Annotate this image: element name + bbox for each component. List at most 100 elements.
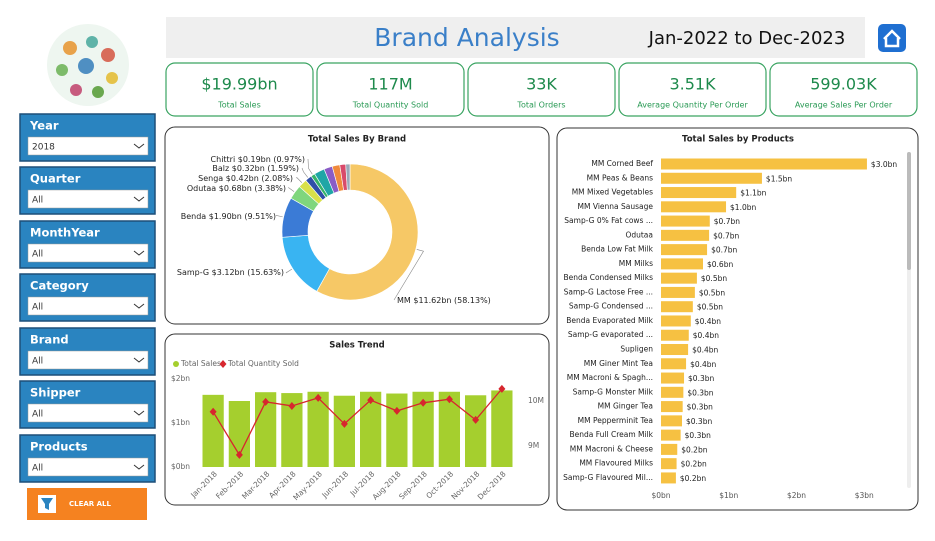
y-tick-label: $1bn — [171, 418, 190, 427]
bar — [661, 386, 684, 398]
value-label: $1.5bn — [766, 174, 792, 183]
home-icon[interactable] — [883, 29, 901, 48]
bar — [661, 272, 697, 284]
value-label: $0.5bn — [697, 303, 723, 312]
filter-dropdown[interactable] — [27, 243, 149, 263]
y-tick-label: Benda Full Cream Milk — [570, 430, 654, 439]
dropdown-chevron[interactable] — [133, 196, 145, 202]
dropdown-chevron[interactable] — [133, 250, 145, 256]
line-marker — [498, 384, 506, 393]
kpi-value: $19.99bn — [201, 75, 277, 94]
filter-dropdown[interactable] — [27, 403, 149, 423]
legend-marker — [219, 360, 227, 368]
bar — [307, 391, 329, 467]
y-tick-label: $2bn — [171, 374, 190, 383]
y-tick-label: MM Macroni & Cheese — [570, 444, 654, 453]
clear-button-label[interactable]: CLEAR ALL — [69, 500, 112, 508]
filter-dropdown[interactable] — [27, 296, 149, 316]
bar — [661, 429, 681, 441]
filter-dropdown[interactable] — [27, 457, 149, 477]
y-tick-label: Odutaa — [625, 230, 653, 239]
leader-line — [301, 167, 309, 178]
line-marker — [288, 401, 296, 410]
filter-dropdown[interactable] — [27, 136, 149, 156]
filter-value[interactable]: All — [32, 464, 43, 474]
kpi-card — [316, 62, 465, 117]
value-label: $0.2bn — [681, 445, 707, 454]
value-label: $0.3bn — [686, 417, 712, 426]
filter-value[interactable]: All — [32, 357, 43, 367]
y2-tick-label: 10M — [528, 396, 544, 405]
kpi-label: Total Sales — [217, 101, 261, 110]
bar — [661, 229, 710, 241]
legend-marker — [173, 361, 179, 367]
y-tick-label: MM Corned Beef — [591, 159, 653, 168]
slice-category: Chittri — [211, 155, 236, 164]
line-marker — [314, 393, 322, 402]
dropdown-chevron[interactable] — [133, 303, 145, 309]
logo-icon — [92, 86, 104, 98]
y-tick-label: Samp-G Flavoured Mil... — [563, 473, 653, 482]
filter-panel: Year 2018 Quarter All MonthYear All Category Al… — [19, 113, 156, 483]
value-label: $0.4bn — [692, 346, 718, 355]
y-tick-label: MM Macroni & Spagh... — [567, 373, 653, 382]
value-label: $0.7bn — [711, 246, 737, 255]
donut-panel — [164, 126, 550, 325]
value-label: $3.0bn — [871, 160, 897, 169]
clear-icon-funnel[interactable] — [41, 498, 53, 510]
filter-value[interactable]: All — [32, 250, 43, 260]
filter-title: Shipper — [30, 386, 81, 400]
line-marker — [235, 450, 243, 459]
bar — [661, 315, 691, 327]
scrollbar-thumb[interactable] — [907, 152, 911, 270]
kpi-value: 33K — [526, 75, 557, 94]
logo-icon — [56, 64, 68, 76]
clear-button[interactable]: CLEAR ALL — [27, 488, 147, 520]
dropdown-chevron[interactable] — [133, 464, 145, 470]
y-tick-label: MM Mixed Vegetables — [572, 188, 653, 197]
slice-category: Balz — [212, 164, 229, 173]
logo-icon — [78, 58, 94, 74]
bar — [661, 443, 678, 455]
y2-tick-label: 9M — [528, 441, 539, 450]
legend-label: Total Sales — [180, 359, 221, 368]
slice-value: $3.12bn (15.63%) — [212, 268, 284, 277]
line-marker — [393, 406, 401, 415]
leader-line — [285, 268, 293, 274]
chart-title: Sales Trend — [329, 341, 385, 351]
kpi-label: Total Quantity Sold — [352, 101, 429, 110]
slice-category: MM — [397, 296, 411, 305]
y-tick-label: Benda Low Fat Milk — [581, 245, 654, 254]
y-tick-label: Samp-G Monster Milk — [573, 387, 654, 396]
filter-value[interactable]: All — [32, 303, 43, 313]
filter-dropdown[interactable] — [27, 350, 149, 370]
bar — [661, 301, 693, 313]
filter-value[interactable]: All — [32, 410, 43, 420]
home-button[interactable] — [878, 24, 906, 52]
y-tick-label: Supligen — [620, 345, 653, 354]
date-range: Jan-2022 to Dec-2023 — [648, 28, 846, 49]
dropdown-chevron[interactable] — [133, 143, 145, 149]
value-label: $0.7bn — [714, 217, 740, 226]
bar — [661, 358, 687, 370]
y-tick-label: MM Ginger Tea — [598, 402, 653, 411]
filter-title: Products — [30, 440, 88, 454]
line — [212, 388, 503, 457]
y-tick-label: MM Flavoured Milks — [579, 459, 653, 468]
x-tick-label: $3bn — [855, 491, 874, 500]
filter-value[interactable]: All — [32, 196, 43, 206]
filter-title: MonthYear — [30, 226, 100, 240]
slice-category: Senga — [198, 174, 223, 183]
value-label: $1.0bn — [730, 203, 756, 212]
dropdown-chevron[interactable] — [133, 357, 145, 363]
bar — [333, 395, 355, 467]
line-marker — [367, 396, 375, 405]
value-label: $0.5bn — [701, 274, 727, 283]
filter-value[interactable]: 2018 — [32, 143, 55, 153]
dropdown-chevron[interactable] — [133, 410, 145, 416]
line-marker — [472, 415, 480, 424]
home-icon-bg[interactable] — [878, 24, 906, 52]
bar — [228, 401, 250, 467]
filter-dropdown[interactable] — [27, 189, 149, 209]
bar — [661, 215, 710, 227]
